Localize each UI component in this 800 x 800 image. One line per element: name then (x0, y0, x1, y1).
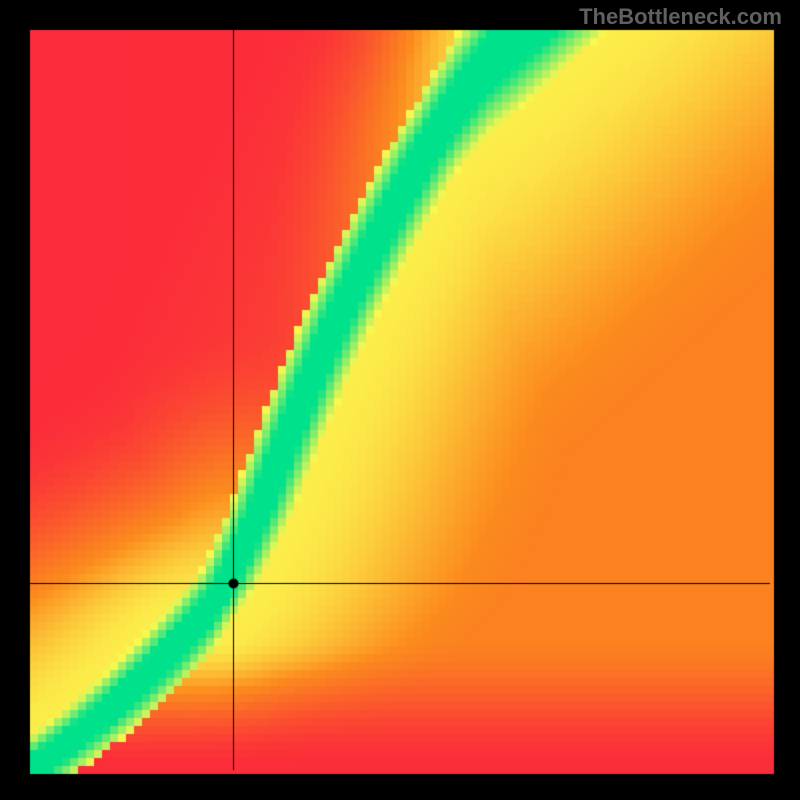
heatmap-canvas (0, 0, 800, 800)
chart-container: TheBottleneck.com (0, 0, 800, 800)
watermark-text: TheBottleneck.com (579, 4, 782, 30)
